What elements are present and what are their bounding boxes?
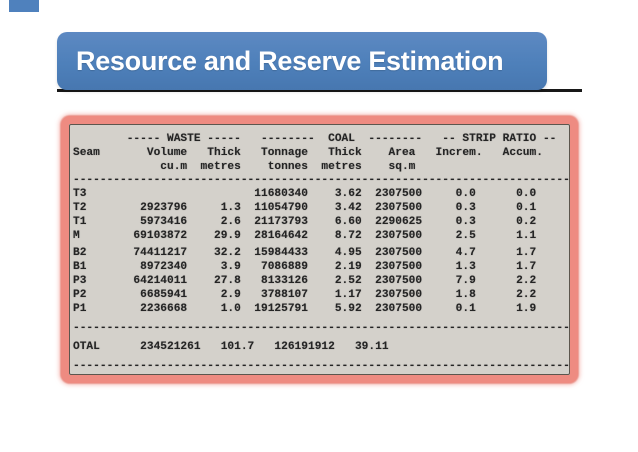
report-line: B2 74411217 32.2 15984433 4.95 2307500 4… — [73, 247, 570, 260]
report-line: ----------------------------------------… — [73, 359, 570, 372]
report-panel-inner: ----- WASTE ----- -------- COAL --------… — [69, 124, 570, 375]
report-line: T3 11680340 3.62 2307500 0.0 0.0 — [73, 188, 570, 201]
report-line: ----------------------------------------… — [73, 322, 570, 335]
report-line: Seam Volume Thick Tonnage Thick Area Inc… — [73, 146, 570, 159]
report-line: T2 2923796 1.3 11054790 3.42 2307500 0.3… — [73, 201, 570, 214]
report-line: ----------------------------------------… — [73, 174, 570, 187]
report-line: P2 6685941 2.9 3788107 1.17 2307500 1.8 … — [73, 288, 570, 301]
report-panel: ----- WASTE ----- -------- COAL --------… — [61, 116, 578, 383]
report-pre: ----- WASTE ----- -------- COAL --------… — [73, 133, 570, 374]
corner-accent-bar — [9, 0, 39, 12]
title-banner: Resource and Reserve Estimation — [57, 32, 547, 90]
report-line: ----- WASTE ----- -------- COAL --------… — [73, 133, 570, 145]
report-line: P3 64214011 27.8 8133126 2.52 2307500 7.… — [73, 274, 570, 287]
report-line: OTAL 234521261 101.7 126191912 39.11 — [73, 341, 570, 354]
page-title: Resource and Reserve Estimation — [76, 45, 504, 76]
report-line: M 69103872 29.9 28164642 8.72 2307500 2.… — [73, 229, 570, 242]
report-line: P1 2236668 1.0 19125791 5.92 2307500 0.1… — [73, 302, 570, 315]
report-line: T1 5973416 2.6 21173793 6.60 2290625 0.3… — [73, 215, 570, 228]
report-line: cu.m metres tonnes metres sq.m — [73, 160, 570, 173]
report-line: B1 8972340 3.9 7086889 2.19 2307500 1.3 … — [73, 261, 570, 274]
title-underline — [57, 89, 582, 92]
